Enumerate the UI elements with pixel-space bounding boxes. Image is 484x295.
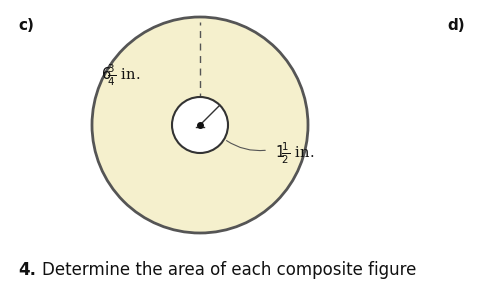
Text: Determine the area of each composite figure: Determine the area of each composite fig… — [42, 261, 416, 279]
Text: 4.: 4. — [18, 261, 36, 279]
Circle shape — [172, 97, 228, 153]
Text: c): c) — [18, 18, 34, 33]
Text: $6\!\frac{3}{4}$ in.: $6\!\frac{3}{4}$ in. — [101, 62, 140, 88]
Circle shape — [92, 17, 308, 233]
Text: $1\!\frac{1}{2}$ in.: $1\!\frac{1}{2}$ in. — [275, 140, 314, 166]
Text: d): d) — [447, 18, 465, 33]
